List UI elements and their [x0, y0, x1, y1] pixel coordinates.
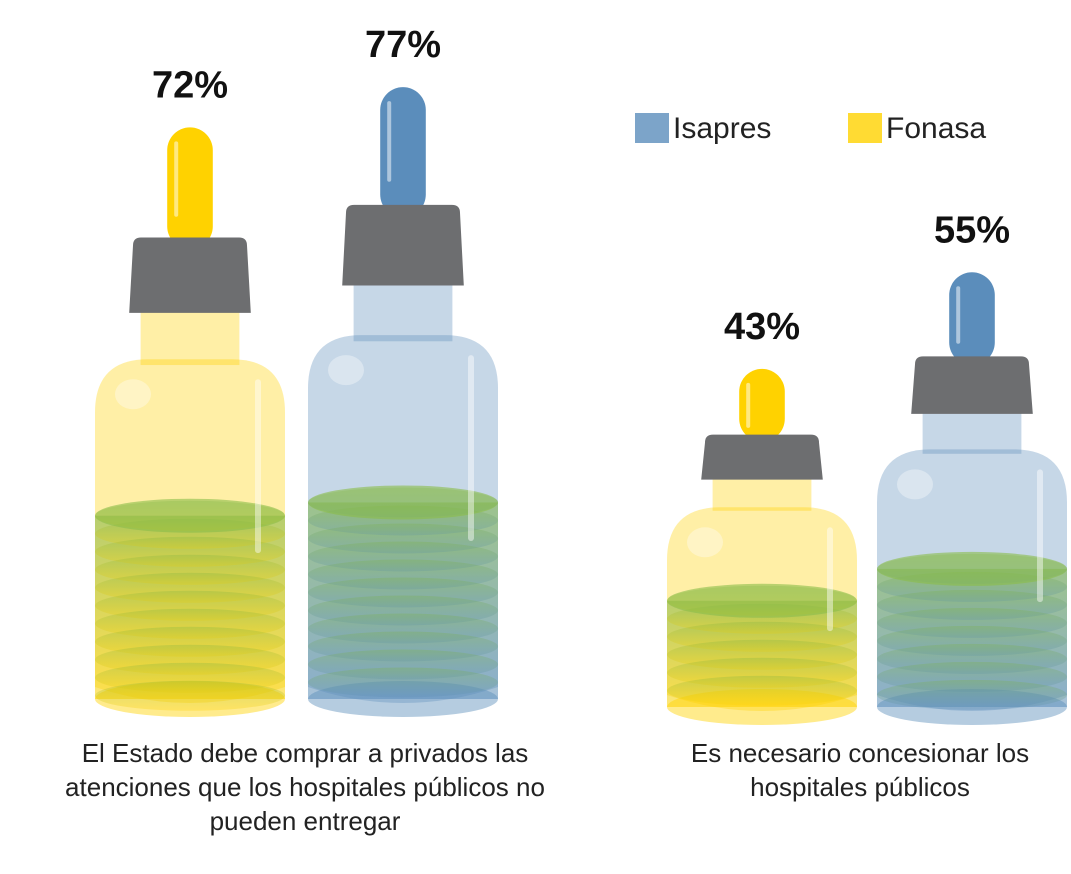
bulb-shine	[174, 141, 179, 217]
neck	[712, 476, 812, 511]
value-label: 72%	[152, 64, 228, 106]
legend-label: Fonasa	[886, 112, 986, 145]
cap	[129, 237, 251, 313]
legend-swatch	[635, 113, 669, 143]
bulb	[380, 87, 426, 218]
liquid-ring	[877, 679, 1067, 710]
legend-label: Isapres	[673, 112, 771, 145]
bottle	[667, 368, 857, 725]
neck	[922, 409, 1022, 454]
liquid-ring	[667, 675, 857, 706]
shine	[897, 469, 933, 500]
cap	[911, 356, 1033, 414]
cap	[701, 434, 823, 480]
category-label: El Estado debe comprar a privados las at…	[65, 738, 545, 836]
shine	[1037, 469, 1043, 603]
value-label: 77%	[365, 24, 441, 66]
legend-swatch	[848, 113, 882, 143]
bottle	[95, 127, 285, 717]
bottle	[877, 272, 1067, 725]
liquid-top	[667, 583, 857, 618]
liquid-ring	[95, 680, 285, 711]
shine	[827, 527, 833, 632]
shine	[255, 379, 261, 554]
liquid-ring	[308, 667, 498, 698]
liquid-top	[95, 498, 285, 533]
bulb-shine	[746, 382, 751, 428]
bulb-shine	[956, 286, 961, 344]
cap	[342, 204, 464, 286]
value-label: 55%	[934, 209, 1010, 251]
shine	[468, 355, 474, 542]
category-label: Es necesario concesionar los hospitales …	[690, 738, 1030, 802]
liquid-top	[877, 551, 1067, 586]
liquid-top	[308, 485, 498, 520]
bottle	[308, 87, 498, 717]
shine	[328, 355, 364, 386]
value-label: 43%	[724, 306, 800, 348]
neck	[140, 307, 240, 366]
shine	[687, 527, 723, 558]
neck	[353, 279, 453, 342]
bulb-shine	[387, 101, 392, 182]
bulb	[167, 127, 213, 250]
bulb	[949, 272, 995, 366]
shine	[115, 379, 151, 410]
bulb	[739, 368, 785, 442]
